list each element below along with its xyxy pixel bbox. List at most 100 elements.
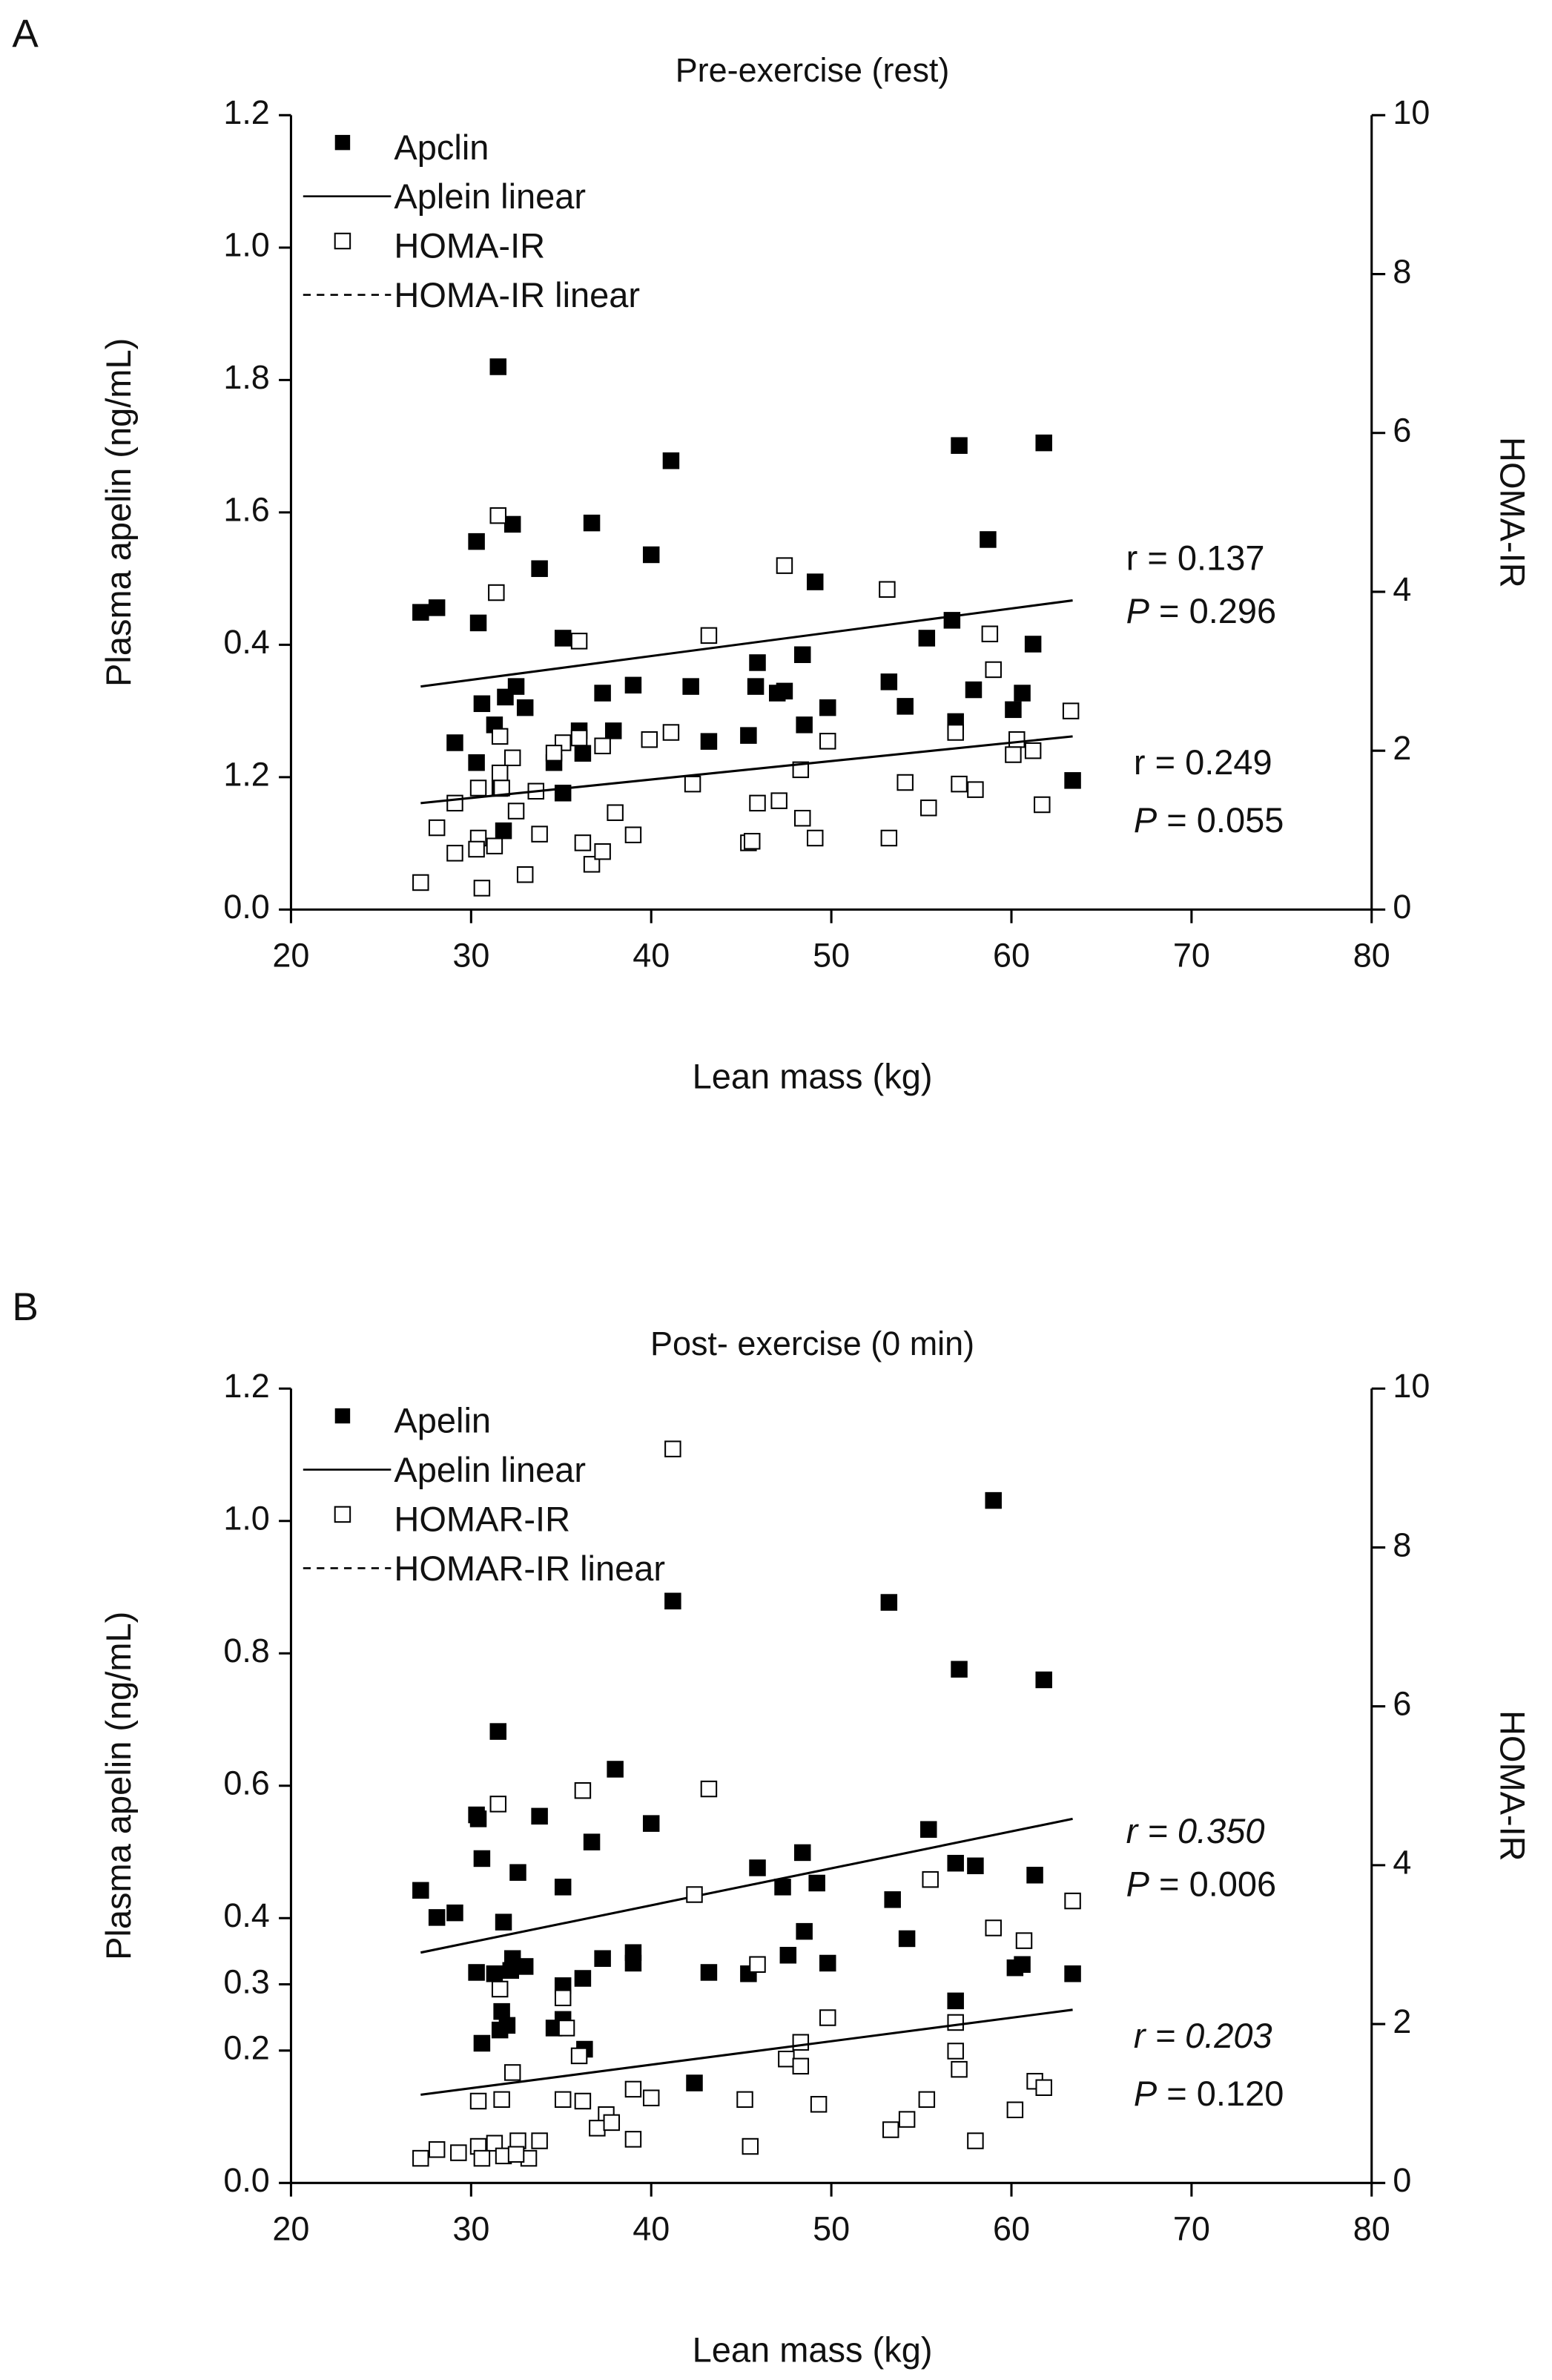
y-tick-label: 0.3 xyxy=(223,1962,269,2000)
annotation: r = 0.203 xyxy=(1134,2017,1272,2056)
point xyxy=(554,2091,572,2109)
point xyxy=(807,573,824,590)
panel-label: B xyxy=(12,1285,38,1329)
point xyxy=(794,1844,811,1862)
y-tick-label: 1.0 xyxy=(223,226,269,264)
point xyxy=(489,507,507,524)
point xyxy=(531,825,548,843)
annotation-part: = 0.006 xyxy=(1149,1865,1276,1904)
point xyxy=(428,1909,446,1926)
point xyxy=(493,2002,510,2020)
y2-tick-label: 6 xyxy=(1393,412,1411,449)
point xyxy=(776,682,793,700)
point xyxy=(1035,2079,1052,2097)
x-tick-label: 60 xyxy=(993,2210,1030,2248)
point xyxy=(570,729,588,747)
point xyxy=(981,625,999,642)
legend-label: Apelin linear xyxy=(394,1450,586,1489)
annotation-part: P xyxy=(1126,1865,1150,1904)
x-tick-label: 70 xyxy=(1173,937,1210,975)
annotation-part: r = 0.350 xyxy=(1126,1812,1265,1851)
point xyxy=(1024,636,1042,653)
point xyxy=(607,804,624,821)
y-tick-label: 0.4 xyxy=(223,1896,269,1934)
point xyxy=(947,2043,964,2060)
point xyxy=(468,1964,485,1981)
point xyxy=(594,843,611,860)
y2-tick-label: 8 xyxy=(1393,1526,1411,1563)
point xyxy=(469,779,487,797)
point xyxy=(473,695,491,713)
legend-marker xyxy=(334,232,351,250)
annotation-part: r = 0.249 xyxy=(1134,743,1272,782)
x-tick-label: 20 xyxy=(272,2210,309,2248)
point xyxy=(642,2089,660,2106)
point xyxy=(428,599,446,616)
point xyxy=(882,2121,899,2138)
point xyxy=(947,724,964,741)
y2-tick-label: 10 xyxy=(1393,93,1430,131)
y-tick-label: 1.2 xyxy=(223,756,269,794)
point xyxy=(985,1919,1002,1936)
x-tick-label: 50 xyxy=(813,2210,850,2248)
point xyxy=(531,2132,548,2149)
y2-tick-label: 8 xyxy=(1393,252,1411,290)
point xyxy=(624,2080,642,2098)
y-tick-label: 0.4 xyxy=(223,623,269,661)
point xyxy=(516,866,534,883)
point xyxy=(412,604,429,621)
point xyxy=(468,840,485,858)
point xyxy=(922,1870,939,1888)
point xyxy=(684,775,701,793)
x-tick-label: 30 xyxy=(452,937,489,975)
point xyxy=(819,1954,836,1972)
point xyxy=(497,688,514,706)
point xyxy=(446,734,463,751)
point xyxy=(792,2034,810,2051)
y-tick-label: 1.6 xyxy=(223,491,269,529)
point xyxy=(594,1950,611,1967)
point xyxy=(880,829,898,847)
legend-label: HOMA-IR linear xyxy=(394,275,640,314)
point xyxy=(947,1992,964,2010)
point xyxy=(502,1962,520,1980)
legend-label: Apelin xyxy=(394,1401,491,1440)
point xyxy=(770,792,787,809)
chart-title: Post- exercise (0 min) xyxy=(650,1325,974,1362)
point xyxy=(486,1965,503,1982)
point xyxy=(879,581,896,598)
annotation-part: = 0.296 xyxy=(1149,591,1276,630)
point xyxy=(554,1879,572,1896)
point xyxy=(898,2111,916,2128)
point xyxy=(967,1857,984,1875)
point xyxy=(774,1879,791,1896)
y-tick-label: 0.8 xyxy=(223,1632,269,1669)
point xyxy=(489,1723,507,1740)
point xyxy=(516,1958,534,1975)
y2-tick-label: 0 xyxy=(1393,2161,1411,2199)
annotation-part: = 0.120 xyxy=(1157,2074,1284,2113)
x-tick-label: 70 xyxy=(1173,2210,1210,2248)
point xyxy=(920,1821,937,1838)
point xyxy=(700,1780,718,1798)
point xyxy=(1064,1892,1081,1910)
panel-label: A xyxy=(12,12,39,56)
point xyxy=(819,733,836,750)
point xyxy=(686,1886,703,1903)
point xyxy=(574,2092,592,2110)
point xyxy=(624,826,642,843)
point xyxy=(700,1964,718,1981)
y-tick-label: 1.0 xyxy=(223,1500,269,1537)
y-tick-label: 0.6 xyxy=(223,1764,269,1802)
annotation: r = 0.249 xyxy=(1134,743,1272,782)
y-tick-label: 1.2 xyxy=(223,1367,269,1405)
point xyxy=(428,819,446,837)
point xyxy=(589,2120,606,2137)
point xyxy=(531,560,548,577)
trend-line xyxy=(420,599,1073,688)
point xyxy=(896,774,914,791)
point xyxy=(594,685,611,702)
point xyxy=(1035,1671,1052,1689)
point xyxy=(807,829,824,847)
point xyxy=(796,716,813,734)
